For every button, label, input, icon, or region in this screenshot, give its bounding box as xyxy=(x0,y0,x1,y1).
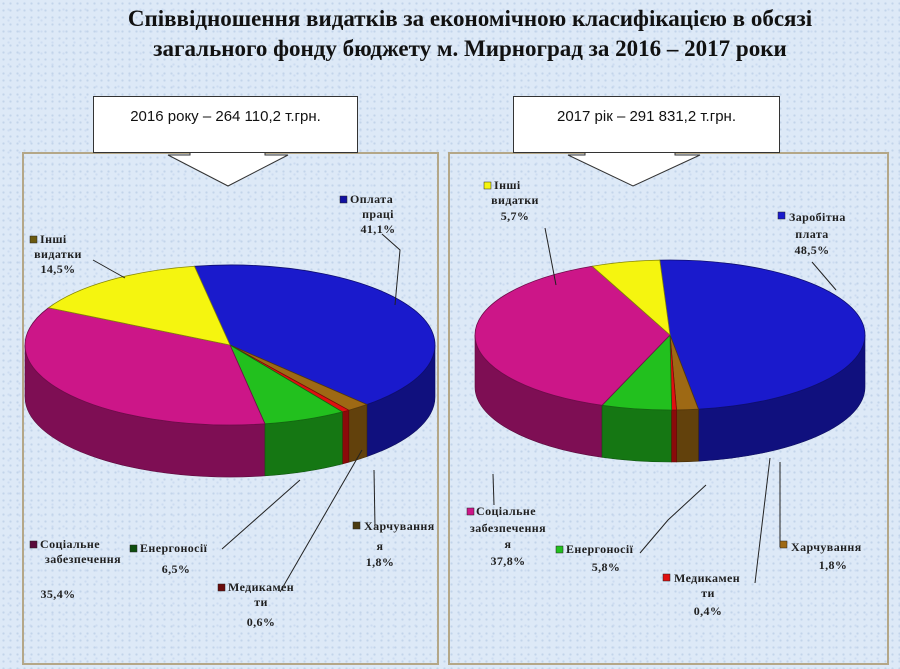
pie-slice-заробітна-плата xyxy=(659,259,866,410)
leader-line-медикаменти xyxy=(279,449,363,593)
callout-2016: 2016 року – 264 110,2 т.грн. xyxy=(93,96,358,153)
leader-line-інші-видатки xyxy=(544,227,557,286)
legend-marker-заробітна-плата xyxy=(777,211,786,220)
slice-label-оплата-праці: 41,1% xyxy=(361,222,396,236)
pie-chart-2016 xyxy=(24,264,436,478)
slice-label-інші-видатки: 14,5% xyxy=(41,262,76,276)
slice-label-інші-видатки: Інші xyxy=(494,178,521,192)
slice-label-харчування: 1,8% xyxy=(366,555,395,569)
page-title: Співвідношення видатків за економічною к… xyxy=(40,4,900,64)
pie-chart-2017 xyxy=(474,259,866,463)
leader-line-оплата-праці xyxy=(381,233,401,306)
slice-label-медикаменти: 0,6% xyxy=(247,615,276,629)
slice-label-інші-видатки: Інші xyxy=(40,232,67,246)
legend-marker-оплата-праці xyxy=(339,195,348,204)
callout-arrow-2017 xyxy=(567,149,701,187)
slice-label-оплата-праці: Оплата xyxy=(350,192,393,206)
slice-label-інші-видатки: 5,7% xyxy=(501,209,530,223)
slice-label-харчування: 1,8% xyxy=(819,558,848,572)
leader-line-заробітна-плата xyxy=(811,261,837,291)
slice-label-медикаменти: Медикамен xyxy=(674,571,740,585)
slice-label-заробітна-плата: Заробітна xyxy=(789,210,846,224)
title-line-1: Співвідношення видатків за економічною к… xyxy=(127,6,813,31)
slice-label-заробітна-плата: 48,5% xyxy=(795,243,830,257)
slice-label-медикаменти: ти xyxy=(701,586,715,600)
slice-label-медикаменти: ти xyxy=(254,595,268,609)
pie-side-медикаменти xyxy=(671,409,677,463)
leader-line-харчування xyxy=(373,469,376,528)
slice-label-енергоносії: Енергоносії xyxy=(566,542,634,556)
pie-slice-соціальне-забезпечення xyxy=(474,265,671,406)
legend-marker-інші-видатки xyxy=(29,235,38,244)
pie-slice-соціальне-забезпечення xyxy=(24,307,266,426)
legend-marker-медикаменти xyxy=(662,573,671,582)
pie-slice-інші-видатки xyxy=(47,265,231,346)
slice-label-інші-видатки: видатки xyxy=(34,247,82,261)
leader-line-медикаменти xyxy=(754,457,771,584)
leader-line-енергоносії xyxy=(639,484,707,554)
legend-marker-соціальне-забезпечення xyxy=(466,507,475,516)
legend-marker-харчування xyxy=(779,540,788,549)
slice-label-інші-видатки: видатки xyxy=(491,193,539,207)
slice-label-заробітна-плата: плата xyxy=(795,227,828,241)
legend-marker-енергоносії xyxy=(129,544,138,553)
pie-side-енергоносії xyxy=(601,404,672,463)
callout-2017: 2017 рік – 291 831,2 т.грн. xyxy=(513,96,780,153)
slice-label-оплата-праці: праці xyxy=(362,207,394,221)
slice-label-медикаменти: Медикамен xyxy=(228,580,294,594)
slice-label-харчування: я xyxy=(377,539,384,553)
pie-slice-інші-видатки xyxy=(591,259,671,337)
slice-label-соціальне-забезпечення: Соціальне xyxy=(40,537,100,551)
slice-label-соціальне-забезпечення: 37,8% xyxy=(491,554,526,568)
slice-label-соціальне-забезпечення: забезпечення xyxy=(470,521,546,535)
legend-marker-медикаменти xyxy=(217,583,226,592)
slice-label-соціальне-забезпечення: забезпечення xyxy=(45,552,121,566)
slice-label-харчування: Харчування xyxy=(791,540,862,554)
title-line-2: загального фонду бюджету м. Мирноград за… xyxy=(153,36,787,61)
slice-label-соціальне-забезпечення: я xyxy=(505,537,512,551)
slice-label-медикаменти: 0,4% xyxy=(694,604,723,618)
pie-side-медикаменти xyxy=(342,409,350,465)
pie-side-харчування xyxy=(348,404,368,463)
leader-line-інші-видатки xyxy=(92,259,126,279)
leader-line-енергоносії xyxy=(221,479,301,550)
slice-label-соціальне-забезпечення: Соціальне xyxy=(476,504,536,518)
slice-label-соціальне-забезпечення: 35,4% xyxy=(41,587,76,601)
leader-line-соціальне-забезпечення xyxy=(492,473,495,506)
slice-label-енергоносії: 5,8% xyxy=(592,560,621,574)
slice-label-харчування: Харчування xyxy=(364,519,435,533)
legend-marker-інші-видатки xyxy=(483,181,492,190)
pie-side-харчування xyxy=(676,408,699,463)
legend-marker-соціальне-забезпечення xyxy=(29,540,38,549)
legend-marker-харчування xyxy=(352,521,361,530)
pie-slice-оплата-праці xyxy=(193,264,436,405)
legend-marker-енергоносії xyxy=(555,545,564,554)
callout-arrow-2016 xyxy=(167,149,289,187)
slice-label-енергоносії: Енергоносії xyxy=(140,541,208,555)
slice-label-енергоносії: 6,5% xyxy=(162,562,191,576)
